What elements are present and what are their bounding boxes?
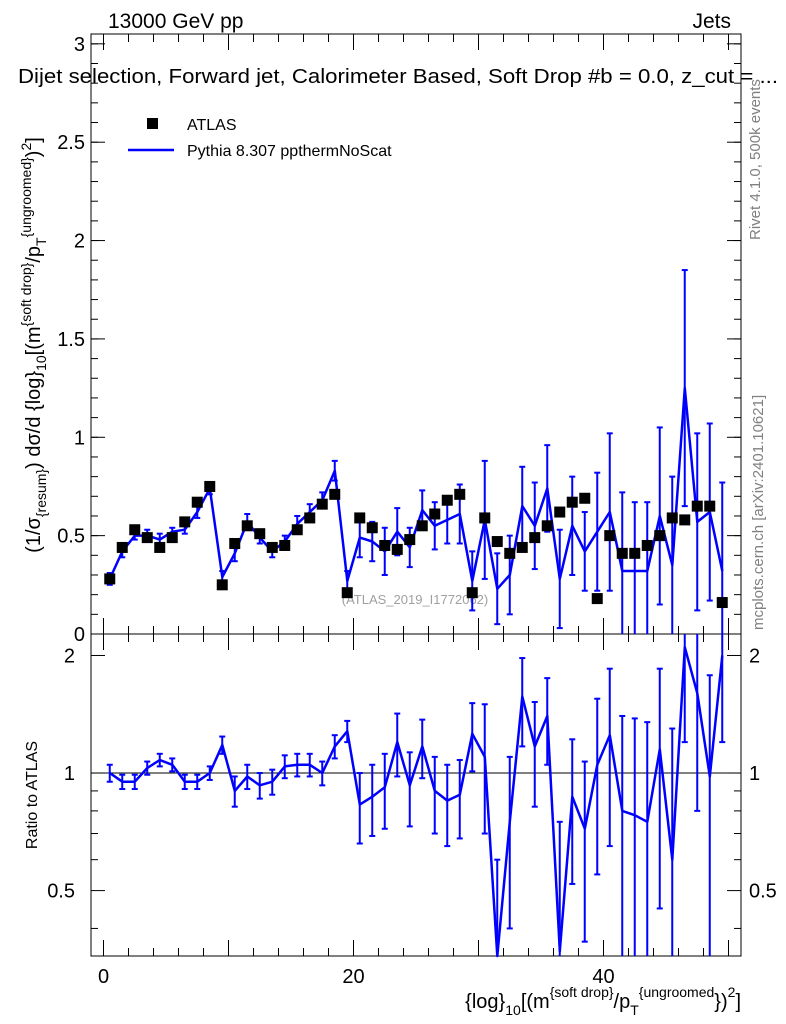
atlas-data-point [504,547,516,559]
atlas-data-point [279,539,291,551]
atlas-data-point [416,520,428,532]
atlas-data-point [591,593,603,605]
atlas-data-point [241,520,253,532]
atlas-data-point [216,579,228,591]
main-y-tick-label: 0 [74,624,85,646]
atlas-data-point [441,494,453,506]
ratio-y-axis-title: Ratio to ATLAS [24,741,41,849]
main-y-tick-label: 2.5 [57,132,85,154]
atlas-data-point [454,488,466,500]
mcplots-label: mcplots.cern.ch [arXiv:2401.10621] [750,395,767,630]
atlas-data-point [291,524,303,536]
mc-series [108,386,724,591]
atlas-data-point [479,512,491,524]
atlas-data-point [329,488,341,500]
ratio-y-tick-label-right: 0.5 [749,881,777,903]
x-tick-label: 20 [342,966,364,988]
ratio-y-tick-label: 0.5 [47,881,75,903]
atlas-data-point [466,587,478,599]
ratio-series [106,634,726,958]
atlas-data-point [304,512,316,524]
atlas-data-point [616,547,628,559]
x-axis: 0 20 40 [98,34,729,988]
atlas-data-point [579,492,591,504]
main-y-tick-label: 1.5 [57,329,85,351]
atlas-data-point [704,500,716,512]
main-y-axis-title-text: (1/σ{resum}) dσ/d {log}10[(m{soft drop}/… [18,137,49,553]
legend-mc-label: Pythia 8.307 ppthermNoScat [187,143,392,160]
atlas-data-point [316,498,328,510]
mc-error-bars [106,269,726,634]
atlas-data-point [141,532,153,544]
atlas-data-point [604,530,616,542]
legend: ATLAS Pythia 8.307 ppthermNoScat [128,117,392,160]
atlas-data-point [341,587,353,599]
main-y-tick-label: 2 [74,231,85,253]
header-energy-label: 13000 GeV pp [108,10,243,33]
main-y-axis-title: (1/σ{resum}) dσ/d {log}10[(m{soft drop}/… [18,137,49,553]
atlas-data-point [516,541,528,553]
ratio-y-tick-label: 2 [64,645,75,667]
atlas-data-point [641,539,653,551]
atlas-data-point [529,532,541,544]
header-process-label: Jets [692,10,731,33]
atlas-data-point [691,500,703,512]
atlas-data-point [554,506,566,518]
main-y-axis: 0 0.5 1 1.5 2 2.5 3 [57,34,741,646]
atlas-data-point [166,532,178,544]
x-tick-label: 0 [98,966,109,988]
ratio-line [109,645,724,958]
rivet-version-label: Rivet 4.1.0, 500k events [747,79,764,240]
atlas-data-point [116,541,128,553]
atlas-data-point [679,514,691,526]
atlas-data-point [354,512,366,524]
atlas-data-point [629,547,641,559]
ratio-y-tick-label-right: 1 [749,763,760,785]
atlas-data-point [154,541,166,553]
atlas-data-point [379,539,391,551]
atlas-data-point [366,522,378,534]
legend-data-marker [147,118,158,129]
ratio-y-tick-label: 1 [64,763,75,785]
atlas-data-point [666,512,678,524]
atlas-data-point [229,538,241,550]
atlas-data-point [204,480,216,492]
atlas-data-point [654,530,666,542]
atlas-data-point [254,528,266,540]
ratio-y-axis: 0.5 0.5 1 1 2 2 [47,645,777,929]
atlas-data-point [179,516,191,528]
atlas-data-point [429,508,441,520]
atlas-data-point [404,534,416,546]
atlas-data-point [191,496,203,508]
atlas-data-point [566,496,578,508]
x-axis-title: {log}10[(m{soft drop}/pT{ungroomed})2] [465,984,741,1018]
atlas-data-point [716,597,728,609]
atlas-data-point [104,573,116,585]
atlas-data-point [129,524,141,536]
analysis-watermark: (ATLAS_2019_I1772062) [342,592,488,607]
atlas-data-point [541,520,553,532]
main-y-tick-label: 1 [74,427,85,449]
main-y-tick-label: 0.5 [57,526,85,548]
main-y-tick-label: 3 [74,34,85,56]
atlas-data-point [266,541,278,553]
atlas-data-markers [104,480,728,609]
legend-data-label: ATLAS [187,117,237,134]
ratio-y-tick-label-right: 2 [749,645,760,667]
mc-line [108,386,724,591]
x-tick-label: 40 [592,966,614,988]
ratio-panel-frame [90,633,742,957]
atlas-data-point [491,536,503,548]
selection-title: Dijet selection, Forward jet, Calorimete… [18,66,778,88]
atlas-data-point [391,543,403,555]
